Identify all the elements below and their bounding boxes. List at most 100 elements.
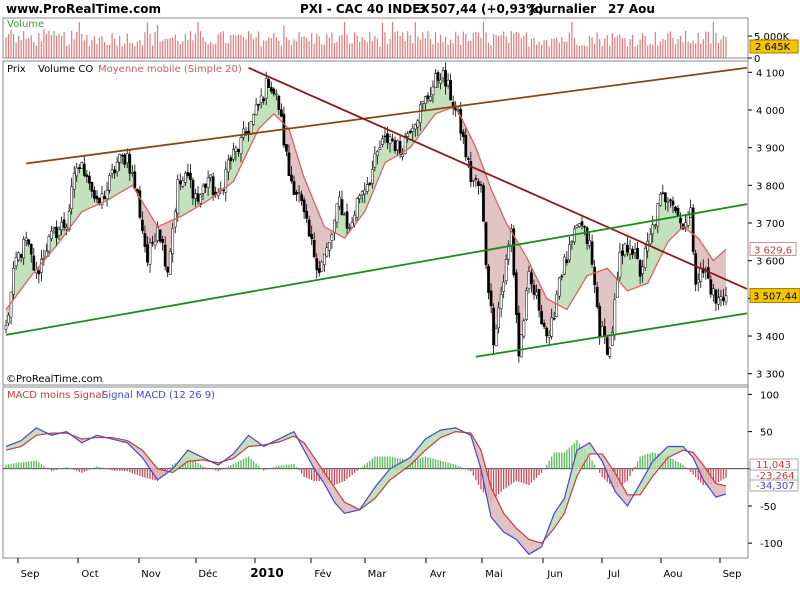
candle-up bbox=[360, 191, 364, 196]
candle-down bbox=[383, 135, 387, 138]
candle-down bbox=[722, 297, 725, 301]
price-y-label: 3 700 bbox=[756, 219, 785, 230]
candle-up bbox=[115, 161, 119, 172]
macd-last-value: -34,307 bbox=[756, 481, 795, 492]
macd-y-label: 50 bbox=[760, 428, 773, 439]
candle-up bbox=[666, 201, 670, 203]
candle-down bbox=[532, 284, 536, 295]
candle-down bbox=[158, 229, 162, 242]
trendline-resistance-brown[interactable] bbox=[26, 66, 748, 165]
candle-up bbox=[421, 101, 425, 104]
candle-down bbox=[679, 217, 682, 224]
candle-up bbox=[525, 289, 528, 320]
candle-down bbox=[237, 149, 240, 152]
candle-up bbox=[378, 147, 382, 150]
candle-down bbox=[257, 103, 260, 106]
volume-last-badge bbox=[749, 39, 799, 54]
candle-up bbox=[17, 252, 20, 261]
x-axis-label: Jul bbox=[607, 569, 620, 580]
candle-down bbox=[161, 239, 164, 243]
candle-up bbox=[40, 258, 43, 273]
candle-up bbox=[388, 136, 392, 144]
candle-up bbox=[411, 127, 415, 132]
candle-down bbox=[408, 130, 412, 133]
candle-up bbox=[333, 219, 336, 234]
candle-down bbox=[671, 200, 675, 206]
candle-up bbox=[57, 228, 61, 236]
candle-down bbox=[186, 172, 190, 176]
candle-up bbox=[148, 242, 152, 265]
candle-down bbox=[163, 244, 167, 267]
candle-down bbox=[552, 318, 556, 320]
ma-band-above bbox=[172, 173, 224, 229]
x-axis-label: Déc bbox=[198, 568, 217, 580]
ma-band-below bbox=[592, 264, 618, 355]
date-label: 27 Aou bbox=[608, 2, 655, 16]
candle-down bbox=[229, 157, 233, 162]
candle-down bbox=[426, 95, 430, 99]
candle-down bbox=[211, 176, 215, 195]
candle-up bbox=[209, 174, 212, 178]
trendline-support-green-short[interactable] bbox=[475, 312, 748, 358]
candle-down bbox=[123, 154, 127, 165]
candle-up bbox=[234, 147, 238, 152]
price-y-label: 4 100 bbox=[756, 68, 785, 79]
macd-legend-hist: MACD moins Signal bbox=[7, 390, 104, 401]
site-label[interactable]: www.ProRealTime.com bbox=[6, 2, 161, 16]
candle-down bbox=[540, 310, 543, 325]
candle-down bbox=[636, 247, 639, 260]
candle-up bbox=[494, 328, 498, 347]
macd-fill-above bbox=[541, 442, 600, 547]
candle-down bbox=[674, 206, 677, 212]
price-y-label: 3 600 bbox=[756, 257, 785, 268]
macd-fill-above bbox=[167, 450, 214, 473]
x-axis-label: Jun bbox=[546, 569, 563, 580]
candle-down bbox=[661, 192, 665, 194]
candle-up bbox=[616, 278, 619, 298]
candle-up bbox=[418, 104, 422, 123]
candle-up bbox=[45, 250, 48, 257]
candle-down bbox=[451, 101, 455, 109]
candle-up bbox=[206, 177, 210, 188]
candle-up bbox=[330, 234, 334, 241]
candle-up bbox=[522, 320, 526, 337]
trendline-downtrend-darkred[interactable] bbox=[248, 66, 748, 290]
candle-down bbox=[714, 289, 718, 304]
candle-down bbox=[285, 144, 288, 152]
candle-down bbox=[27, 239, 31, 245]
candle-up bbox=[60, 222, 63, 231]
candle-up bbox=[130, 172, 134, 174]
candle-down bbox=[55, 226, 58, 239]
candle-up bbox=[12, 268, 15, 295]
candle-down bbox=[444, 69, 447, 87]
candle-down bbox=[29, 243, 33, 255]
candle-up bbox=[613, 299, 617, 335]
candle-up bbox=[259, 95, 263, 103]
candle-down bbox=[560, 275, 564, 278]
candle-down bbox=[398, 141, 402, 155]
macd-fill-above bbox=[632, 446, 689, 498]
candle-up bbox=[648, 234, 652, 245]
instrument-price: 3 507,44 (+0,93%) bbox=[418, 2, 544, 16]
x-axis-label: Sep bbox=[723, 569, 742, 580]
candle-down bbox=[514, 272, 518, 315]
candle-up bbox=[643, 248, 647, 268]
signal-line bbox=[5, 430, 727, 544]
candle-up bbox=[355, 198, 359, 218]
trendline-support-green-long[interactable] bbox=[5, 203, 748, 336]
candle-up bbox=[396, 140, 399, 151]
candle-down bbox=[466, 158, 470, 160]
candle-up bbox=[47, 236, 51, 252]
macd-fill-below bbox=[597, 453, 636, 506]
candle-up bbox=[7, 314, 10, 324]
candle-up bbox=[181, 180, 185, 187]
candle-up bbox=[353, 214, 356, 225]
candle-down bbox=[113, 169, 116, 174]
price-y-label: 4 000 bbox=[756, 106, 785, 117]
candle-down bbox=[189, 172, 192, 180]
candle-up bbox=[689, 207, 692, 218]
candle-up bbox=[424, 96, 427, 104]
candle-up bbox=[653, 224, 657, 227]
candle-up bbox=[588, 240, 591, 247]
